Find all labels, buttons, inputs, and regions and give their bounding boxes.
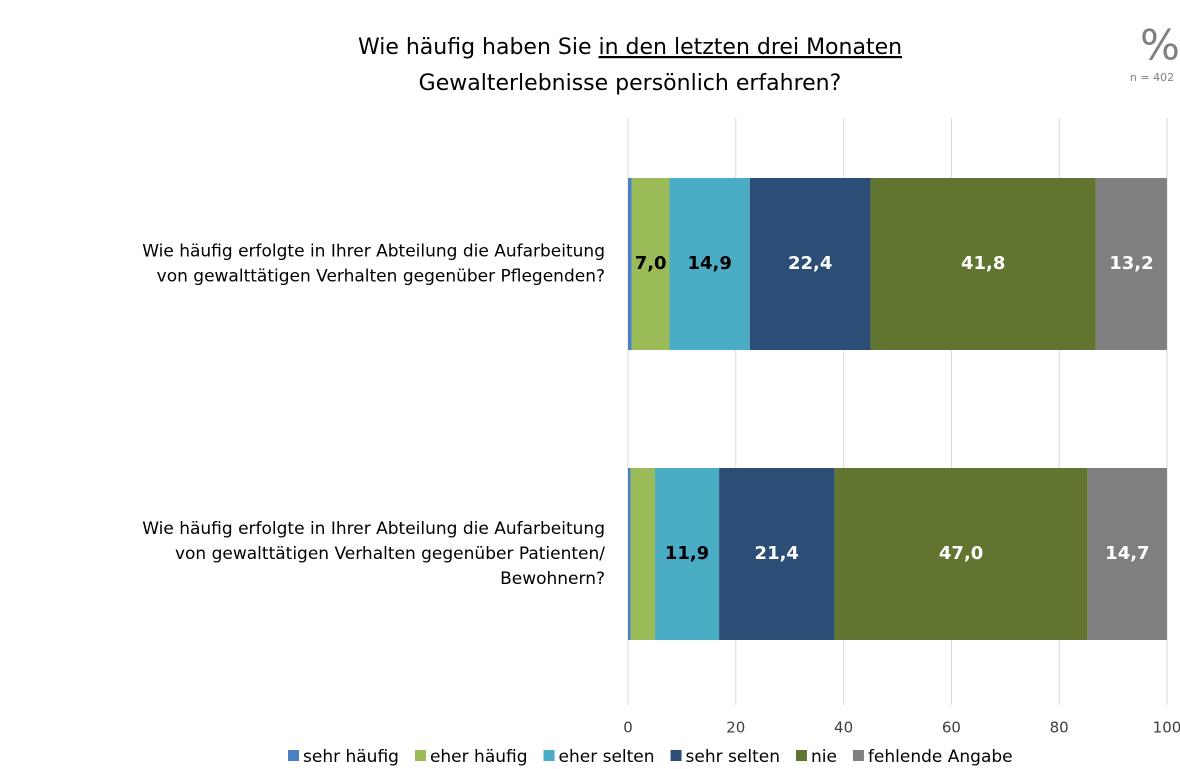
- legend-swatch: [852, 750, 864, 761]
- legend-label: sehr häufig: [303, 747, 399, 767]
- value-label: 14,7: [1105, 543, 1149, 564]
- bar-segment: [1087, 468, 1167, 640]
- percent-sign: %: [1140, 21, 1180, 70]
- value-label: 7,0: [635, 253, 667, 274]
- chart-title: Gewalterlebnisse persönlich erfahren?: [419, 71, 842, 96]
- legend-label: eher selten: [559, 747, 655, 767]
- value-label: 22,4: [788, 253, 832, 274]
- bar-segment: [631, 178, 670, 350]
- legend-swatch: [795, 750, 807, 761]
- bar-segment: [669, 178, 750, 350]
- category-label: von gewalttätigen Verhalten gegenüber Pa…: [175, 544, 605, 564]
- bar-segment: [719, 468, 835, 640]
- bar-segment: [628, 468, 631, 640]
- bar-segment: [834, 468, 1088, 640]
- legend-label: eher häufig: [430, 747, 528, 767]
- value-label: 14,9: [687, 253, 731, 274]
- bar-segment: [1095, 178, 1167, 350]
- x-tick-label: 60: [942, 719, 961, 737]
- title-part: in den letzten drei Monaten: [599, 35, 903, 60]
- bar-segment: [630, 468, 655, 640]
- value-label: 11,9: [665, 543, 709, 564]
- category-label: von gewalttätigen Verhalten gegenüber Pf…: [157, 267, 605, 287]
- bar-segment: [628, 178, 632, 350]
- legend-label: nie: [811, 747, 837, 767]
- x-tick-label: 40: [834, 719, 853, 737]
- x-tick-label: 0: [623, 719, 633, 737]
- x-tick-label: 20: [726, 719, 745, 737]
- value-label: 21,4: [755, 543, 799, 564]
- title-part: Gewalterlebnisse persönlich erfahren?: [419, 71, 842, 96]
- category-label: Wie häufig erfolgte in Ihrer Abteilung d…: [142, 519, 605, 539]
- legend-swatch: [670, 750, 682, 761]
- category-label: Bewohnern?: [500, 569, 605, 589]
- bar-segment: [870, 178, 1096, 350]
- bar-segment: [654, 468, 720, 640]
- bar-segment: [749, 178, 871, 350]
- x-tick-label: 80: [1050, 719, 1069, 737]
- legend-label: fehlende Angabe: [868, 747, 1013, 767]
- category-label: Wie häufig erfolgte in Ihrer Abteilung d…: [142, 242, 605, 262]
- legend-swatch: [414, 750, 426, 761]
- x-tick-label: 100: [1153, 719, 1180, 737]
- chart-title: Wie häufig haben Sie in den letzten drei…: [358, 35, 902, 60]
- value-label: 41,8: [961, 253, 1005, 274]
- value-label: 13,2: [1109, 253, 1153, 274]
- sample-size: n = 402: [1130, 71, 1174, 84]
- legend-swatch: [543, 750, 555, 761]
- legend-label: sehr selten: [686, 747, 780, 767]
- title-part: Wie häufig haben Sie: [358, 35, 599, 60]
- value-label: 47,0: [939, 543, 983, 564]
- legend-swatch: [288, 750, 299, 761]
